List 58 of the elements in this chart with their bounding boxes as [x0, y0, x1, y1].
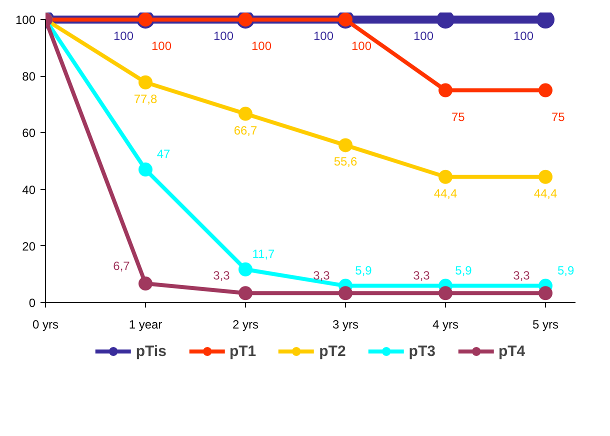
point: [438, 170, 452, 184]
legend-label: pTis: [136, 342, 166, 360]
x-tick-label: 4 yrs: [432, 318, 459, 332]
data-label: 55,6: [334, 154, 358, 169]
x-tick-label: 0 yrs: [32, 318, 59, 332]
point: [536, 12, 554, 29]
y-tick-label: 100: [15, 13, 36, 28]
point: [238, 106, 252, 121]
data-label: 100: [413, 29, 434, 44]
point: [238, 286, 252, 300]
x-tick-label: 1 year: [128, 318, 162, 332]
data-label: 77,8: [134, 92, 158, 106]
data-label: 100: [213, 29, 234, 44]
data-label: 47: [156, 147, 170, 162]
data-label: 100: [352, 39, 372, 54]
legend-label: pT1: [229, 342, 256, 360]
data-label: 5,9: [558, 263, 575, 278]
x-tick-label: 3 yrs: [332, 318, 359, 332]
data-label: 44,4: [534, 186, 558, 200]
point: [138, 75, 152, 90]
y-tick-label: 60: [22, 126, 36, 140]
data-label: 3,3: [413, 268, 430, 283]
data-label: 100: [513, 29, 534, 44]
point: [438, 286, 452, 300]
point: [438, 83, 452, 98]
data-label: 100: [313, 29, 334, 44]
legend-label: pT3: [408, 342, 436, 360]
point: [138, 162, 152, 177]
x-tick-label: 5 yrs: [532, 318, 559, 332]
point: [338, 286, 352, 300]
y-tick-label: 20: [22, 239, 36, 254]
point: [338, 138, 352, 152]
point: [238, 262, 252, 276]
data-label: 5,9: [355, 263, 372, 278]
data-label: 100: [252, 39, 272, 54]
data-label: 66,7: [234, 123, 258, 138]
legend-label: pT4: [498, 342, 526, 360]
data-label: 3,3: [313, 268, 330, 283]
data-label: 6,7: [113, 259, 130, 274]
legend-label: pT2: [319, 342, 346, 360]
data-label: 75: [552, 110, 566, 124]
y-tick-label: 40: [22, 182, 36, 197]
point: [436, 12, 454, 29]
data-label: 44,4: [434, 186, 458, 200]
data-label: 3,3: [513, 268, 530, 283]
point: [138, 276, 152, 291]
data-label: 3,3: [213, 268, 230, 283]
x-tick-label: 2 yrs: [232, 318, 259, 332]
y-tick-label: 80: [22, 70, 36, 84]
data-label: 75: [452, 110, 466, 124]
y-tick-label: 0: [28, 296, 36, 310]
point: [538, 286, 552, 300]
point: [538, 83, 552, 98]
data-label: 5,9: [455, 263, 472, 278]
data-label: 100: [113, 29, 134, 44]
point: [538, 170, 552, 184]
data-label: 11,7: [252, 246, 276, 261]
data-label: 100: [152, 39, 172, 54]
